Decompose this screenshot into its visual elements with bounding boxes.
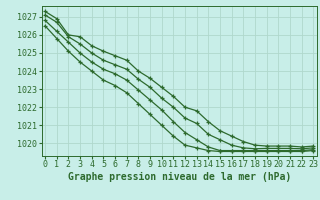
- X-axis label: Graphe pression niveau de la mer (hPa): Graphe pression niveau de la mer (hPa): [68, 172, 291, 182]
